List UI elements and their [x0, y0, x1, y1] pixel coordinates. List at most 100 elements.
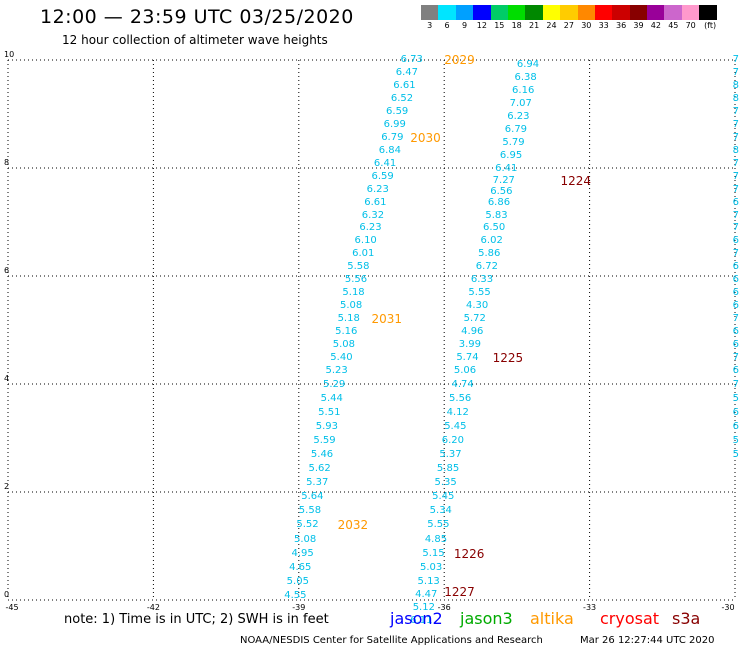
swh-value: 6.94	[516, 59, 540, 71]
pass-label: 1227	[444, 585, 475, 600]
colorbar-cell	[473, 5, 491, 20]
y-tick-label: 6	[4, 266, 10, 275]
swh-value: 6.38	[514, 72, 537, 84]
swh-value: 4.85	[424, 533, 448, 545]
colorbar-label: 42	[650, 21, 661, 30]
colorbar-label: 6	[444, 21, 450, 30]
swh-value: 5.86	[478, 248, 501, 260]
colorbar-label: 27	[563, 21, 574, 30]
swh-value: 6.73	[400, 54, 423, 65]
swh-value: 5.18	[342, 287, 365, 299]
swh-value: 5.13	[417, 575, 440, 587]
legend-item-jason3: jason3	[460, 609, 513, 628]
x-tick-label: -39	[292, 603, 306, 612]
colorbar-cell	[421, 5, 439, 20]
swh-value: 5.08	[332, 339, 355, 351]
swh-value: 6.84	[378, 144, 402, 156]
swh-value: 6.79	[504, 124, 528, 136]
swh-value: 7.	[732, 379, 740, 391]
swh-value: 5.56	[344, 274, 368, 286]
swh-value: 6.61	[393, 79, 416, 91]
colorbar-label: 45	[668, 21, 679, 30]
page-title: 12:00 — 23:59 UTC 03/25/2020	[40, 6, 354, 28]
swh-value: 5.46	[310, 449, 334, 461]
y-tick-label: 0	[4, 590, 10, 599]
swh-value: 7.07	[509, 98, 532, 110]
credit-text: NOAA/NESDIS Center for Satellite Applica…	[240, 635, 543, 646]
swh-value: 5.74	[456, 352, 479, 364]
swh-value: 6	[732, 421, 739, 433]
x-tick-label: -33	[583, 603, 597, 612]
swh-value: 5.45	[432, 491, 455, 503]
swh-value: 5.08	[339, 300, 363, 312]
swh-value: 6.86	[487, 196, 511, 208]
colorbar-cell	[629, 5, 648, 20]
y-tick-label: 8	[4, 158, 10, 167]
swh-value: 6.16	[512, 85, 535, 97]
colorbar-label: 30	[581, 21, 592, 30]
y-tick-label: 10	[4, 50, 15, 59]
swh-value: 5.58	[347, 261, 370, 273]
colorbar-label: 15	[494, 21, 505, 30]
swh-value: 5	[732, 449, 739, 461]
colorbar-label: 36	[616, 21, 627, 30]
swh-value: 7.27	[732, 222, 740, 234]
swh-value: 6.61	[364, 196, 387, 208]
colorbar-label: 12	[476, 21, 487, 30]
colorbar-label: 18	[511, 21, 522, 30]
swh-value: 6.72	[475, 261, 498, 273]
swh-value: 5.85	[436, 463, 460, 475]
swh-value: 6.47	[395, 66, 418, 78]
footnote: note: 1) Time is in UTC; 2) SWH is in fe…	[64, 612, 329, 627]
pass-label: 2030	[410, 130, 441, 145]
y-tick-label: 2	[4, 482, 10, 491]
swh-value: 5.18	[337, 313, 360, 325]
swh-value: 4.12	[446, 407, 469, 419]
y-tick-label: 4	[4, 374, 10, 383]
colorbar-label: 21	[529, 21, 540, 30]
swh-value: 6.41	[495, 163, 518, 175]
legend-item-jason2: jason2	[390, 609, 443, 628]
swh-value: 5.	[732, 393, 740, 405]
pass-label: 2032	[337, 518, 369, 533]
colorbar-cell	[490, 5, 508, 20]
swh-value: 5.56	[449, 393, 472, 405]
swh-value: 6.7	[732, 326, 740, 338]
swh-value: 6.5	[732, 287, 740, 299]
swh-value: 5.55	[427, 519, 450, 531]
colorbar-label: 33	[598, 21, 609, 30]
swh-value: 3.99	[458, 339, 481, 351]
pass-label: 2031	[371, 312, 403, 327]
swh-value: 5.16	[335, 326, 358, 338]
swh-value: 5.23	[325, 365, 348, 377]
swh-value: 6.9	[732, 365, 740, 377]
pass-label: 1225	[492, 351, 524, 366]
colorbar-label: 70	[685, 21, 696, 30]
swh-value: 7.45	[732, 183, 740, 195]
swh-value: 7.41	[732, 105, 740, 117]
swh-value: 4.47	[415, 588, 438, 600]
colorbar-cell	[525, 5, 543, 20]
colorbar-labels: 3 6 9 12 15 18 21 24 27 30 33 36 39 42 45 70 (ft)	[421, 21, 740, 31]
swh-value: 6.50	[482, 222, 506, 234]
swh-value: 8.01	[732, 79, 740, 91]
colorbar-cell	[560, 5, 578, 20]
swh-value: 4.55	[284, 589, 307, 601]
swh-value: 5.40	[330, 352, 353, 364]
swh-value: 5.52	[296, 519, 319, 531]
legend-item-altika: altika	[530, 609, 574, 628]
swh-value: 6.0	[732, 339, 740, 351]
swh-value: 6.23	[507, 111, 530, 123]
swh-value: 5.05	[286, 575, 309, 587]
swh-value: 7.20	[732, 248, 740, 260]
swh-value: 6.72	[732, 261, 740, 273]
legend-item-cryosat: cryosat	[600, 609, 660, 628]
colorbar-cell	[681, 5, 700, 20]
swh-value: 6.52	[390, 92, 414, 104]
swh-value: 5.35	[434, 477, 457, 489]
colorbar-cell	[612, 5, 630, 20]
swh-value: 6.01	[352, 248, 375, 260]
swh-value: 6.20	[441, 435, 465, 447]
swh-value: 5.06	[453, 365, 477, 377]
colorbar-label: (ft)	[704, 21, 717, 30]
